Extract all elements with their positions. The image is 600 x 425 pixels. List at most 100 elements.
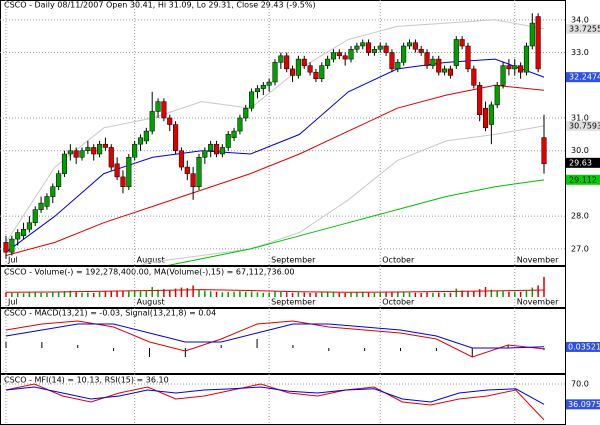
candle-body [132,143,138,158]
candle-body [108,147,114,168]
candle-body [56,173,62,187]
panel-frame [0,266,566,308]
candle-body [278,55,284,63]
candle-body [243,107,249,119]
panel-frame [0,0,566,266]
candle-body [529,22,535,47]
candle-body [301,58,307,66]
candle-body [260,85,266,89]
candle-body [219,147,225,155]
candle-body [512,65,518,70]
candle-body [44,196,50,207]
candle-body [336,52,342,57]
candle-body [412,42,418,50]
candle-body [313,71,319,79]
value-box [566,72,600,83]
candle-body [114,163,120,178]
candle-body [289,68,296,76]
x-tick-label: November [517,298,559,307]
candle-body [3,242,9,253]
candle-body [67,150,73,155]
candle-body [61,153,68,174]
volume-label: CSCO - Volume(-) = 192,278,400.00, MA(Vo… [4,268,294,277]
candle-body [465,45,471,70]
candle-body [91,147,97,155]
candle-body [477,85,483,115]
chart-title: CSCO - Daily 08/11/2007 Open 30.41, Hi 3… [4,1,316,10]
candle-body [102,143,108,148]
candle-body [471,68,477,86]
candle-body [535,16,541,70]
candle-body [50,186,56,197]
value-box [566,23,600,34]
x-tick-label: October [382,256,415,265]
candle-body [184,166,190,174]
candle-body [254,88,261,93]
value-box-label: 29.112 [569,175,597,184]
candle-body [518,65,524,73]
candle-body [371,49,377,53]
candle-body [383,45,389,53]
candle-body [32,209,38,223]
candle-body [541,137,547,165]
candle-body [137,137,144,145]
candle-body [494,85,500,106]
candle-body [249,91,255,109]
y-tick-label: 30.0 [571,146,589,155]
overlay-line [167,179,545,265]
candle-body [447,68,453,76]
oscillator-label: CSCO - MFI(14) = 10.13, RSI(15) = 36.10 [4,376,169,385]
overlay-line [5,19,545,243]
candle-body [85,147,91,151]
value-box-label: 33.7255 [569,24,600,33]
candle-body [161,101,167,119]
candle-body [436,58,442,73]
y-tick-label: 34.0 [571,15,589,24]
candle-body [155,101,161,112]
candle-body [237,117,243,132]
candle-body [73,150,79,158]
candle-body [389,52,395,70]
candle-body [430,58,436,66]
panel-frame [0,308,566,374]
candle-body [325,58,331,66]
candle-body [307,65,313,73]
y-tick-label: 33.0 [571,48,589,57]
x-tick-label: August [137,256,165,265]
candle-body [377,45,383,50]
candle-body [488,104,494,125]
candle-body [15,232,21,240]
candle-body [26,222,32,230]
y-tick-label: 28.0 [571,212,589,221]
volume-ma [5,289,545,293]
candle-body [126,157,132,187]
value-box [566,399,600,410]
candle-body [482,107,489,129]
candle-body [149,111,155,132]
candle-body [143,130,149,142]
candle-body [366,42,372,53]
candle-body [406,42,413,47]
mfi-line [5,383,545,421]
candle-body [295,58,301,76]
x-tick-label: Jul [7,256,18,265]
candle-body [231,130,237,138]
candle-body [330,52,337,60]
candle-body [178,150,184,168]
value-box [566,157,600,168]
signal-line [5,323,545,349]
candle-body [208,143,214,151]
candle-body [500,65,506,86]
candle-body [523,45,530,73]
candle-body [97,143,103,155]
macd-label: CSCO - MACD(13,21) = -0.03, Signal(13,21… [4,309,216,318]
value-box [566,120,600,131]
candle-body [401,45,407,63]
x-tick-label: November [517,256,559,265]
candle-body [225,134,231,148]
candle-body [38,202,44,210]
candle-body [196,157,202,187]
overlay-line [139,125,545,265]
y-tick-label: 27.0 [571,244,589,253]
